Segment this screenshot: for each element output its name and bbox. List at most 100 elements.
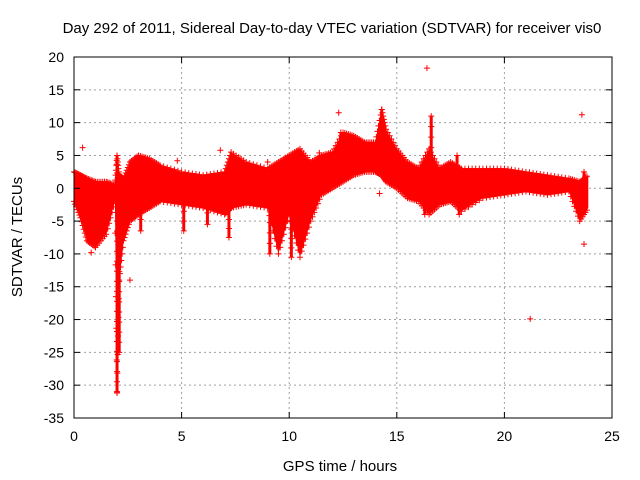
data-point (479, 195, 486, 202)
data-point (487, 194, 494, 201)
data-point (275, 204, 282, 211)
data-point (390, 139, 397, 146)
data-point (223, 162, 230, 169)
data-point (435, 162, 442, 169)
data-point (160, 198, 167, 205)
data-point (134, 212, 141, 219)
data-point (182, 169, 189, 176)
data-point (120, 237, 127, 244)
data-point (540, 191, 547, 198)
data-point (337, 147, 344, 154)
data-point (421, 211, 428, 218)
data-point (329, 149, 336, 156)
data-point (114, 178, 121, 185)
data-point (296, 254, 303, 261)
data-point (109, 180, 116, 187)
data-point (512, 190, 519, 197)
data-point (504, 191, 511, 198)
data-point (180, 227, 187, 234)
data-point (562, 189, 569, 196)
data-point (555, 173, 562, 180)
y-tick-label: -30 (44, 377, 64, 393)
data-point (490, 193, 497, 200)
data-point (548, 191, 555, 198)
data-point (116, 319, 123, 326)
data-point (530, 189, 537, 196)
data-point (266, 240, 273, 247)
grid-layer (74, 57, 612, 418)
data-point (271, 235, 278, 242)
data-point (225, 198, 232, 205)
data-point (581, 211, 588, 218)
data-point (122, 169, 129, 176)
outlier-point (264, 159, 271, 166)
data-point (337, 129, 344, 136)
data-point (218, 169, 225, 176)
data-point (562, 174, 569, 181)
data-point (175, 201, 182, 208)
data-point (106, 179, 113, 186)
data-point (77, 214, 84, 221)
data-point (157, 162, 164, 169)
data-point (103, 178, 110, 185)
data-point (110, 203, 117, 210)
outlier-point (174, 157, 181, 164)
data-point (454, 162, 461, 169)
data-point (548, 172, 555, 179)
data-point (86, 176, 93, 183)
data-point (235, 203, 242, 210)
series-envelope (74, 109, 589, 392)
data-point (261, 204, 268, 211)
data-point (116, 268, 123, 275)
outlier-point (217, 147, 224, 154)
data-point (185, 202, 192, 209)
y-axis-title: SDTVAR / TECUs (9, 177, 26, 297)
data-point (167, 200, 174, 207)
data-point (116, 329, 123, 336)
data-point (116, 288, 123, 295)
data-point (81, 230, 88, 237)
data-point (454, 152, 461, 159)
data-point (119, 244, 126, 251)
data-point (89, 177, 96, 184)
data-point (250, 161, 257, 168)
data-point (82, 233, 89, 240)
data-point (551, 190, 558, 197)
data-point (420, 155, 427, 162)
data-point (428, 134, 435, 141)
y-tick-label: -10 (44, 246, 64, 262)
data-point (476, 197, 483, 204)
data-point (79, 222, 86, 229)
data-point (581, 177, 588, 184)
axis-layer: 0 5 10 15 20 25 20 15 10 5 0 -5 -10 -15 -20 -25 -30 -35 (44, 49, 620, 444)
data-point (515, 167, 522, 174)
data-point (512, 167, 519, 174)
data-point (558, 189, 565, 196)
data-point (501, 165, 508, 172)
data-point (91, 243, 98, 250)
data-point (157, 198, 164, 205)
data-point (214, 169, 221, 176)
data-point (82, 174, 89, 181)
data-point (137, 204, 144, 211)
data-point (110, 181, 117, 188)
data-point (266, 198, 273, 205)
data-point (266, 229, 273, 236)
data-point (282, 224, 289, 231)
data-point (116, 258, 123, 265)
data-point (203, 171, 210, 178)
data-point (417, 162, 424, 169)
data-point (137, 216, 144, 223)
data-point (204, 209, 211, 216)
data-point (253, 203, 260, 210)
data-point (378, 143, 385, 150)
outlier-point (316, 149, 323, 156)
data-point (456, 211, 463, 218)
data-point (421, 202, 428, 209)
data-point (537, 171, 544, 178)
data-point (104, 225, 111, 232)
data-point (85, 175, 92, 182)
data-point (288, 254, 295, 261)
data-point (266, 250, 273, 257)
data-point (124, 224, 131, 231)
